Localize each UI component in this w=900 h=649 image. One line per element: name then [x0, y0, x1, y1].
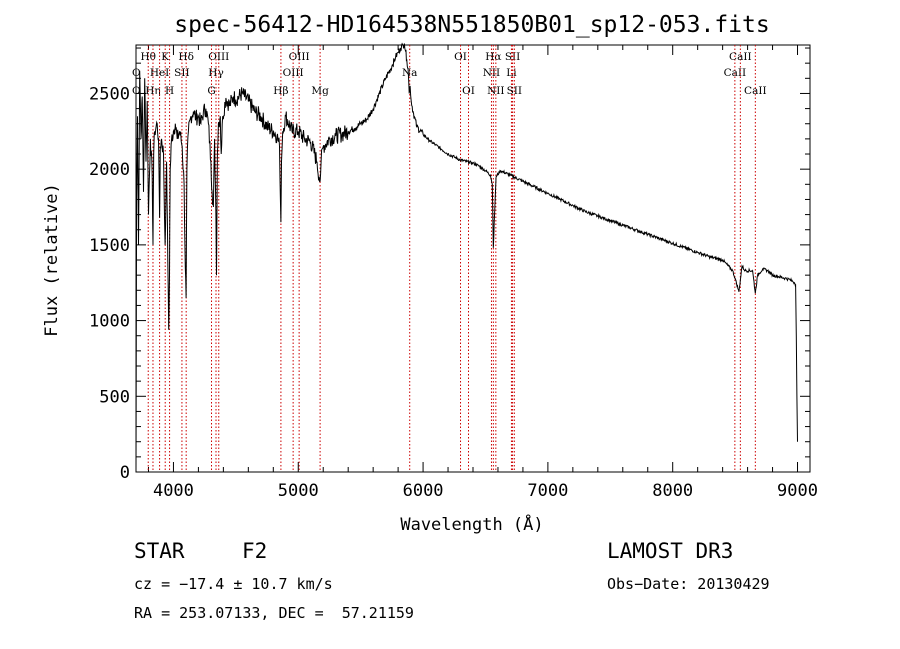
y-tick-label: 0	[120, 463, 130, 483]
spectral-line-label: CaII	[744, 85, 767, 97]
spectral-line-label: Hη	[145, 85, 160, 97]
x-tick-label: 5000	[278, 481, 319, 501]
spectral-line-label: SII	[174, 67, 190, 79]
spectral-line-label: Hδ	[178, 51, 193, 63]
spectral-line-label: OIII	[289, 51, 310, 63]
redshift-velocity: cz = −17.4 ± 10.7 km/s	[134, 575, 333, 593]
spectral-line-label: O	[132, 67, 141, 79]
spectral-line-label: O	[132, 85, 141, 97]
spectral-line-label: OI	[462, 85, 475, 97]
spectral-line-label: CaII	[729, 51, 752, 63]
survey-name: LAMOST DR3	[607, 539, 734, 563]
x-tick-label: 9000	[777, 481, 818, 501]
spectral-line-label: SII	[505, 51, 521, 63]
y-tick-label: 1000	[89, 312, 130, 332]
y-axis: 0 500 1000 1500 2000 2500	[89, 47, 810, 483]
spectral-line-label: Hθ	[140, 51, 155, 63]
chart-title: spec-56412-HD164538N551850B01_sp12-053.f…	[174, 12, 769, 38]
x-tick-label: 7000	[527, 481, 568, 501]
spectral-line-label: SII	[507, 85, 523, 97]
x-tick-label: 6000	[403, 481, 444, 501]
x-tick-label: 8000	[652, 481, 693, 501]
spectrum-line	[135, 42, 798, 470]
spectral-line-label: K	[161, 51, 169, 63]
spectral-line-label: H	[165, 85, 174, 97]
observation-date: Obs−Date: 20130429	[607, 575, 770, 593]
series-group	[135, 42, 798, 470]
coordinates: RA = 253.07133, DEC = 57.21159	[134, 604, 414, 622]
spectral-line-label: NII	[483, 67, 500, 79]
y-tick-label: 1500	[89, 236, 130, 256]
spectral-line-label: Hβ	[273, 85, 288, 97]
y-tick-label: 500	[99, 387, 130, 407]
y-tick-label: 2500	[89, 84, 130, 104]
spectral-line-label: Hγ	[208, 67, 223, 79]
spectral-line-label: OI	[454, 51, 467, 63]
spectral-line-label: Li	[506, 67, 517, 79]
x-axis: 4000 5000 6000 7000 8000 9000	[147, 45, 818, 501]
plot-frame	[135, 44, 811, 473]
y-axis-label: Flux (relative)	[42, 183, 62, 337]
subclass: F2	[242, 539, 268, 563]
spectral-line-label: OIII	[283, 67, 304, 79]
spectral-line-label: Na	[402, 67, 417, 79]
spectral-line-label: Hα	[485, 51, 501, 63]
spectral-line-label: G	[207, 85, 215, 97]
spectral-line-label: NII	[487, 85, 504, 97]
object-class: STAR	[134, 539, 185, 563]
spectral-line-label: OIII	[208, 51, 229, 63]
spectral-line-markers: HθHηHeIKHSIIHδGHγOIIIHβOIIIOIIIMgNaOIOIN…	[132, 45, 767, 472]
x-tick-label: 4000	[153, 481, 194, 501]
y-tick-label: 2000	[89, 160, 130, 180]
x-axis-label: Wavelength (Å)	[400, 513, 543, 535]
spectral-line-label: HeI	[150, 67, 170, 79]
spectral-line-label: Mg	[311, 85, 329, 97]
spectral-line-label: CaII	[724, 67, 747, 79]
